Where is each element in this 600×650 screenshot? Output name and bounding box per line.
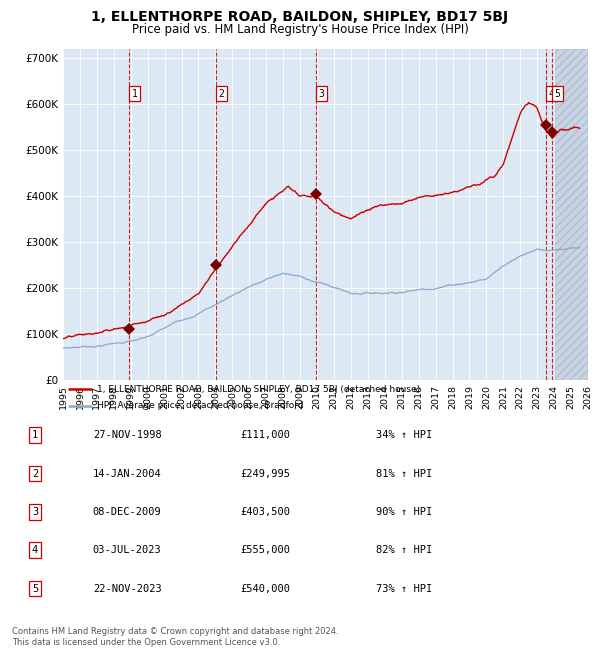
Text: 1, ELLENTHORPE ROAD, BAILDON, SHIPLEY, BD17 5BJ (detached house): 1, ELLENTHORPE ROAD, BAILDON, SHIPLEY, B…: [97, 385, 420, 394]
Text: 73% ↑ HPI: 73% ↑ HPI: [376, 584, 432, 593]
Text: 3: 3: [32, 507, 38, 517]
Text: £111,000: £111,000: [241, 430, 290, 440]
Text: HPI: Average price, detached house, Bradford: HPI: Average price, detached house, Brad…: [97, 402, 304, 410]
Text: £249,995: £249,995: [241, 469, 290, 478]
Text: 1, ELLENTHORPE ROAD, BAILDON, SHIPLEY, BD17 5BJ: 1, ELLENTHORPE ROAD, BAILDON, SHIPLEY, B…: [91, 10, 509, 24]
Text: 08-DEC-2009: 08-DEC-2009: [93, 507, 161, 517]
Text: 81% ↑ HPI: 81% ↑ HPI: [376, 469, 432, 478]
Text: 27-NOV-1998: 27-NOV-1998: [93, 430, 161, 440]
Text: Price paid vs. HM Land Registry's House Price Index (HPI): Price paid vs. HM Land Registry's House …: [131, 23, 469, 36]
Text: 14-JAN-2004: 14-JAN-2004: [93, 469, 161, 478]
Text: 1: 1: [131, 88, 137, 99]
Text: 4: 4: [32, 545, 38, 555]
Text: 22-NOV-2023: 22-NOV-2023: [93, 584, 161, 593]
Text: 5: 5: [555, 88, 560, 99]
Text: £403,500: £403,500: [241, 507, 290, 517]
Text: 82% ↑ HPI: 82% ↑ HPI: [376, 545, 432, 555]
Text: 4: 4: [548, 88, 554, 99]
Text: 1: 1: [32, 430, 38, 440]
Text: 2: 2: [32, 469, 38, 478]
Bar: [556, 49, 588, 380]
Text: 3: 3: [319, 88, 324, 99]
Text: £555,000: £555,000: [241, 545, 290, 555]
Text: 5: 5: [32, 584, 38, 593]
Text: 34% ↑ HPI: 34% ↑ HPI: [376, 430, 432, 440]
Text: 03-JUL-2023: 03-JUL-2023: [93, 545, 161, 555]
Text: Contains HM Land Registry data © Crown copyright and database right 2024.
This d: Contains HM Land Registry data © Crown c…: [12, 627, 338, 647]
Text: 90% ↑ HPI: 90% ↑ HPI: [376, 507, 432, 517]
Text: £540,000: £540,000: [241, 584, 290, 593]
Text: 2: 2: [218, 88, 224, 99]
